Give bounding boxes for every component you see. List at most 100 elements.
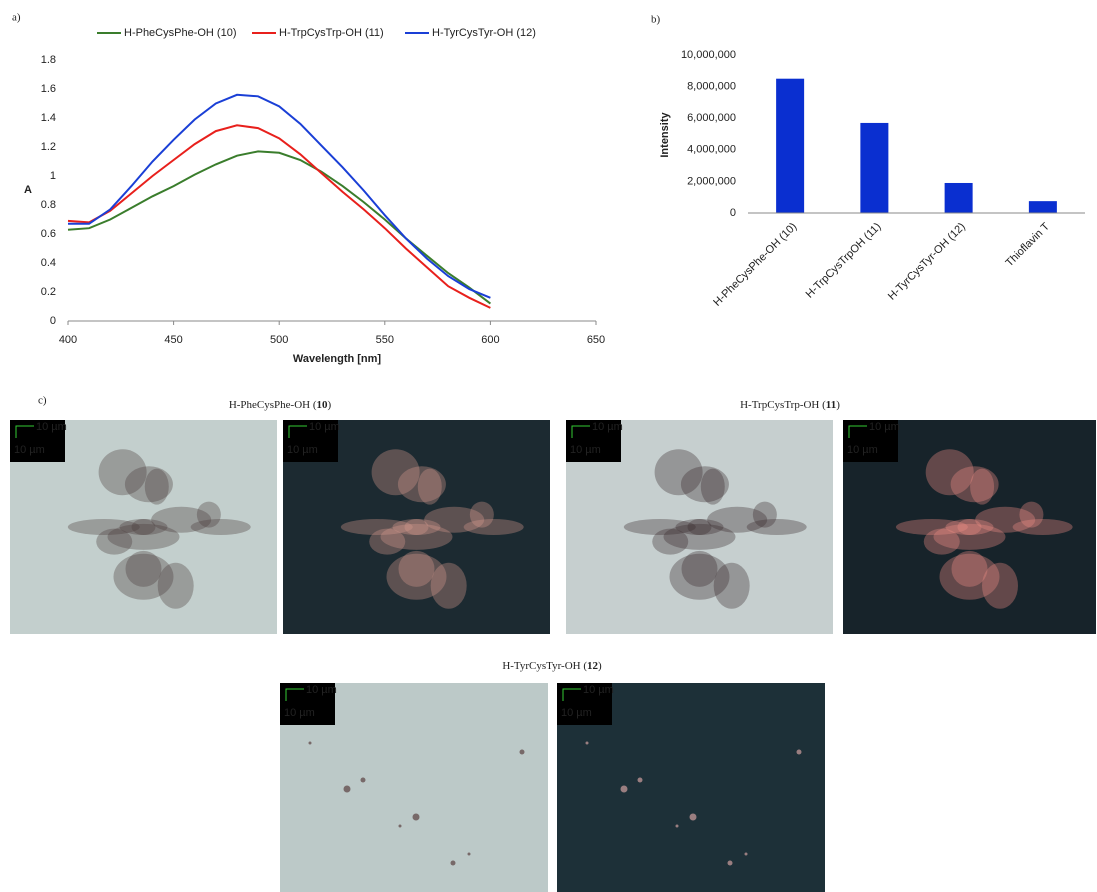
y-tick-label: 6,000,000: [687, 112, 736, 124]
particle: [586, 742, 589, 745]
group-title: H-TyrCysTyr-OH (12): [502, 660, 602, 672]
scale-label: 10 µm: [561, 707, 592, 719]
x-tick-label: H-TyrCysTyr-OH (12): [886, 221, 968, 303]
particle: [361, 778, 366, 783]
x-axis-label: Wavelength [nm]: [293, 353, 382, 365]
particle: [468, 853, 471, 856]
fibril-cluster: [418, 469, 442, 505]
y-tick-label: 1.4: [41, 112, 56, 124]
group-title: H-PheCysPhe-OH (10): [229, 399, 332, 411]
y-tick-label: 2,000,000: [687, 175, 736, 187]
fibril-cluster: [655, 449, 703, 495]
particle: [676, 825, 679, 828]
y-tick-label: 0.4: [41, 257, 56, 269]
fibril-cluster: [399, 551, 435, 587]
y-tick-label: 0: [50, 315, 56, 327]
fibril-cluster: [682, 551, 718, 587]
y-tick-label: 0: [730, 207, 736, 219]
bar: [860, 123, 888, 213]
x-tick-label: H-PheCysPhe-OH (10): [711, 221, 799, 309]
fibril-cluster: [707, 507, 767, 533]
fibril-cluster: [431, 563, 467, 609]
particle: [745, 853, 748, 856]
y-tick-label: 0.6: [41, 228, 56, 240]
figure: a) b) c) 0 0.2 0.4 0.6 0.8 1 1.2 1.4 1.6 1.8 400 45…: [0, 0, 1097, 892]
x-tick-label: 450: [164, 334, 182, 346]
particle: [797, 750, 802, 755]
particle: [413, 814, 420, 821]
y-axis-label: Intensity: [659, 112, 671, 158]
scale-label: 10 µm: [14, 444, 45, 456]
fibril-cluster: [926, 449, 974, 495]
panel-label: c): [38, 395, 47, 407]
x-tick-label: Thioflavin T: [1004, 220, 1053, 269]
legend-label: H-PheCysPhe-OH (10): [124, 27, 236, 39]
x-tick-label: 600: [481, 334, 499, 346]
compound-number: 11: [826, 399, 836, 411]
title-prefix: H-PheCysPhe-OH (: [229, 399, 317, 411]
fibril-cluster: [158, 563, 194, 609]
title-prefix: H-TrpCysTrp-OH (: [740, 399, 826, 411]
y-tick-label: 1.2: [41, 141, 56, 153]
scale-label: 10 µm: [592, 421, 623, 433]
x-tick-label: 550: [376, 334, 394, 346]
y-tick-label: 1.6: [41, 83, 56, 95]
scale-label: 10 µm: [287, 444, 318, 456]
y-tick-label: 0.2: [41, 286, 56, 298]
title-suffix: ): [836, 399, 840, 411]
particle: [520, 750, 525, 755]
y-tick-label: 4,000,000: [687, 144, 736, 156]
compound-number: 10: [317, 399, 329, 411]
legend-label: H-TrpCysTrp-OH (11): [279, 27, 384, 39]
fibril-cluster: [424, 507, 484, 533]
particle: [638, 778, 643, 783]
compound-number: 12: [587, 660, 599, 672]
particle: [690, 814, 697, 821]
fibril-cluster: [99, 449, 147, 495]
bar: [776, 79, 804, 213]
scale-label: 10 µm: [284, 707, 315, 719]
fibril-cluster: [372, 449, 420, 495]
bar: [945, 183, 973, 213]
particle: [399, 825, 402, 828]
scale-label: 10 µm: [869, 421, 900, 433]
fibril-cluster: [701, 469, 725, 505]
title-prefix: H-TyrCysTyr-OH (: [502, 660, 587, 672]
scale-label: 10 µm: [583, 684, 614, 696]
y-tick-label: 1: [50, 170, 56, 182]
line-series: [68, 151, 490, 303]
fibril-cluster: [982, 563, 1018, 609]
scale-label: 10 µm: [847, 444, 878, 456]
bar: [1029, 201, 1057, 213]
panel-label: b): [651, 14, 661, 26]
x-tick-label: 650: [587, 334, 605, 346]
title-suffix: ): [598, 660, 602, 672]
scale-label: 10 µm: [570, 444, 601, 456]
title-suffix: ): [328, 399, 332, 411]
y-tick-label: 8,000,000: [687, 81, 736, 93]
fibril-cluster: [126, 551, 162, 587]
particle: [728, 861, 733, 866]
fibril-cluster: [975, 507, 1035, 533]
particle: [621, 786, 628, 793]
fibril-cluster: [145, 469, 169, 505]
fibril-cluster: [970, 469, 994, 505]
x-tick-label: 500: [270, 334, 288, 346]
particle: [309, 742, 312, 745]
y-tick-label: 0.8: [41, 199, 56, 211]
y-tick-label: 1.8: [41, 54, 56, 66]
scale-label: 10 µm: [309, 421, 340, 433]
scale-label: 10 µm: [36, 421, 67, 433]
legend-label: H-TyrCysTyr-OH (12): [432, 27, 536, 39]
x-tick-label: H-TrpCysTrpOH (11): [804, 221, 884, 301]
panel-label: a): [12, 12, 21, 24]
particle: [451, 861, 456, 866]
particle: [344, 786, 351, 793]
y-axis-label: A: [24, 184, 32, 196]
x-tick-label: 400: [59, 334, 77, 346]
fibril-cluster: [151, 507, 211, 533]
y-tick-label: 10,000,000: [681, 49, 736, 61]
scale-label: 10 µm: [306, 684, 337, 696]
group-title: H-TrpCysTrp-OH (11): [740, 399, 840, 411]
fibril-cluster: [952, 551, 988, 587]
